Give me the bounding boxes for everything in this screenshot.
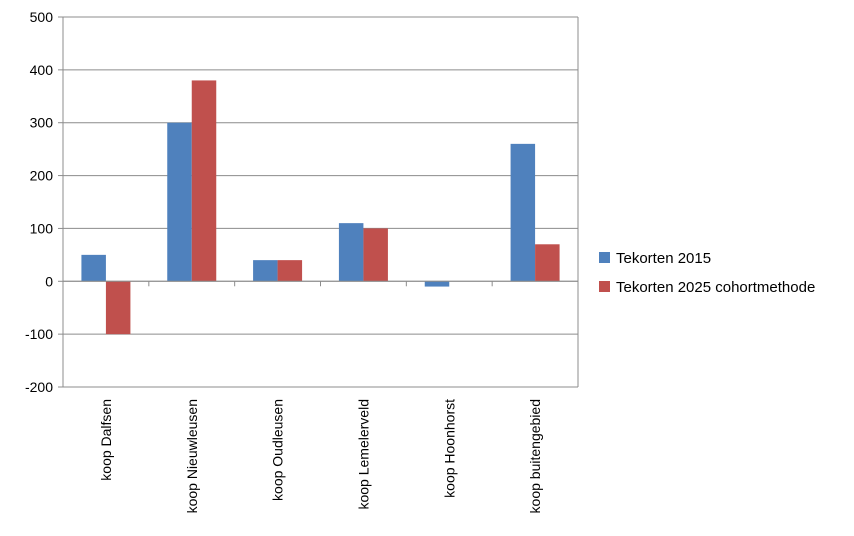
legend-swatch-1 <box>599 281 610 292</box>
bar-3-series-0 <box>338 223 364 282</box>
bars <box>81 80 560 335</box>
y-tick-label: 300 <box>30 115 54 131</box>
y-tick-label: 100 <box>30 220 54 236</box>
x-tick-labels: koop Dalfsen koop Nieuwleusen koop Oudleus… <box>98 399 543 514</box>
legend-label-1: Tekorten 2025 cohortmethode <box>616 279 815 296</box>
x-tick-label: koop Nieuwleusen <box>184 399 200 513</box>
bar-2-series-0 <box>253 260 278 282</box>
y-tick-label: 0 <box>45 273 53 289</box>
y-tick-label: -100 <box>25 326 53 342</box>
legend: Tekorten 2015 Tekorten 2025 cohortmethode <box>599 250 815 296</box>
bar-0-series-1 <box>105 281 131 335</box>
legend-swatch-0 <box>599 252 610 263</box>
bar-5-series-1 <box>535 244 560 282</box>
y-tick-labels: 500 400 300 200 100 0 -100 -200 <box>25 9 53 395</box>
gridlines <box>63 16 578 388</box>
bar-0-series-0 <box>81 254 106 282</box>
bar-2-series-1 <box>277 260 303 282</box>
x-tick-label: koop buitengebied <box>527 399 543 513</box>
x-tick-label: koop Dalfsen <box>98 399 114 481</box>
x-tick-label: koop Lemelerveld <box>355 399 371 510</box>
bar-1-series-0 <box>167 122 192 282</box>
bar-3-series-1 <box>363 228 388 282</box>
y-tick-label: -200 <box>25 379 53 395</box>
bar-1-series-1 <box>191 80 217 282</box>
x-tick-label: koop Oudleusen <box>270 399 286 501</box>
x-tick-label: koop Hoonhorst <box>441 399 457 498</box>
axes <box>58 16 579 388</box>
y-tick-label: 500 <box>30 9 54 25</box>
bar-5-series-0 <box>510 143 536 282</box>
bar-4-series-0 <box>424 281 450 287</box>
y-tick-label: 200 <box>30 168 54 184</box>
legend-label-0: Tekorten 2015 <box>616 250 711 267</box>
y-tick-label: 400 <box>30 62 54 78</box>
